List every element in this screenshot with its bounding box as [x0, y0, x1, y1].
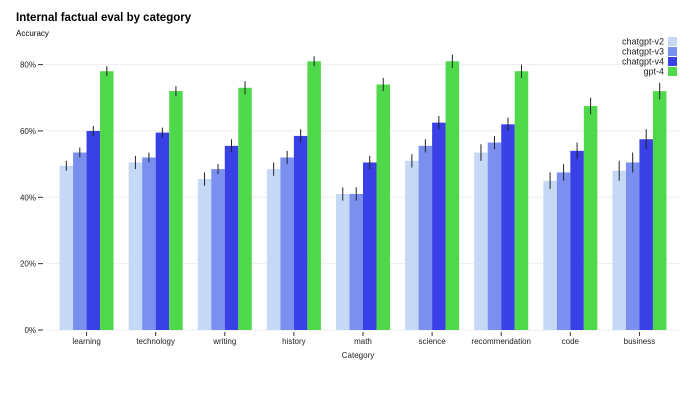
bar-chatgpt-v3-recommendation	[487, 142, 502, 330]
y-tick-label: 80%	[20, 61, 36, 70]
bar-chatgpt-v2-technology	[128, 162, 143, 330]
bar-chatgpt-v3-math	[349, 193, 363, 330]
bar-gpt-4-learning	[100, 71, 114, 331]
bar-chatgpt-v2-learning	[59, 165, 74, 330]
y-axis: 0% 20% 40% 60% 80%	[20, 61, 43, 335]
legend-label: chatgpt-v4	[622, 57, 664, 67]
x-tick-label: history	[282, 337, 306, 346]
bar-chatgpt-v3-business	[625, 162, 640, 330]
bar-chatgpt-v2-code	[543, 180, 557, 330]
bar-chatgpt-v3-technology	[142, 157, 156, 330]
legend-swatch	[668, 57, 677, 66]
bar-chatgpt-v4-recommendation	[501, 124, 515, 331]
legend-label: gpt-4	[643, 67, 664, 77]
y-tick-label: 20%	[20, 260, 36, 269]
bar-chatgpt-v3-learning	[73, 152, 87, 330]
legend-swatch	[668, 67, 677, 76]
x-tick-label: math	[354, 337, 372, 346]
bar-chatgpt-v3-science	[418, 145, 433, 330]
bar-chatgpt-v4-science	[432, 122, 446, 330]
x-tick-label: recommendation	[471, 337, 531, 346]
x-tick-label: science	[419, 337, 447, 346]
x-tick-label: business	[624, 337, 656, 346]
x-tick-label: code	[562, 337, 580, 346]
bar-chatgpt-v2-math	[336, 193, 350, 330]
bar-chatgpt-v2-science	[405, 160, 419, 330]
legend-swatch	[668, 47, 677, 56]
bar-chatgpt-v2-business	[612, 170, 626, 330]
bar-chatgpt-v2-recommendation	[474, 152, 488, 330]
bar-chatgpt-v3-writing	[211, 169, 225, 330]
bar-gpt-4-math	[376, 84, 390, 331]
bar-chatgpt-v4-business	[639, 139, 653, 330]
bar-gpt-4-code	[583, 106, 598, 330]
bar-gpt-4-technology	[169, 91, 183, 330]
bar-gpt-4-business	[652, 91, 667, 330]
bar-gpt-4-writing	[238, 87, 252, 330]
chart-title: Internal factual eval by category	[16, 12, 192, 24]
x-tick-label: writing	[212, 337, 236, 346]
legend-swatch	[668, 37, 677, 46]
bar-chatgpt-v3-history	[280, 157, 294, 330]
y-tick-label: 0%	[24, 326, 36, 335]
bar-chatgpt-v2-history	[266, 169, 281, 330]
bar-chatgpt-v4-history	[293, 135, 308, 330]
x-axis: learning technology writing history math scie…	[72, 332, 655, 346]
y-tick-label: 40%	[20, 193, 36, 202]
bar-chatgpt-v4-math	[363, 162, 377, 330]
bars	[59, 54, 667, 331]
bar-chatgpt-v4-code	[570, 150, 584, 330]
bar-chatgpt-v4-learning	[86, 130, 101, 330]
bar-gpt-4-science	[445, 61, 460, 330]
bar-gpt-4-history	[307, 61, 321, 330]
bar-chatgpt-v3-code	[556, 172, 571, 330]
y-tick-label: 60%	[20, 127, 36, 136]
bar-chatgpt-v2-writing	[197, 179, 212, 330]
legend-label: chatgpt-v2	[622, 37, 664, 47]
bar-chatgpt-v4-technology	[155, 132, 170, 330]
chart-subtitle: Accuracy	[16, 29, 49, 38]
bar-gpt-4-recommendation	[514, 71, 529, 331]
bar-chatgpt-v4-writing	[224, 145, 239, 330]
legend-label: chatgpt-v3	[622, 47, 664, 57]
x-tick-label: technology	[136, 337, 175, 346]
x-tick-label: learning	[72, 337, 100, 346]
x-axis-label: Category	[342, 351, 374, 360]
